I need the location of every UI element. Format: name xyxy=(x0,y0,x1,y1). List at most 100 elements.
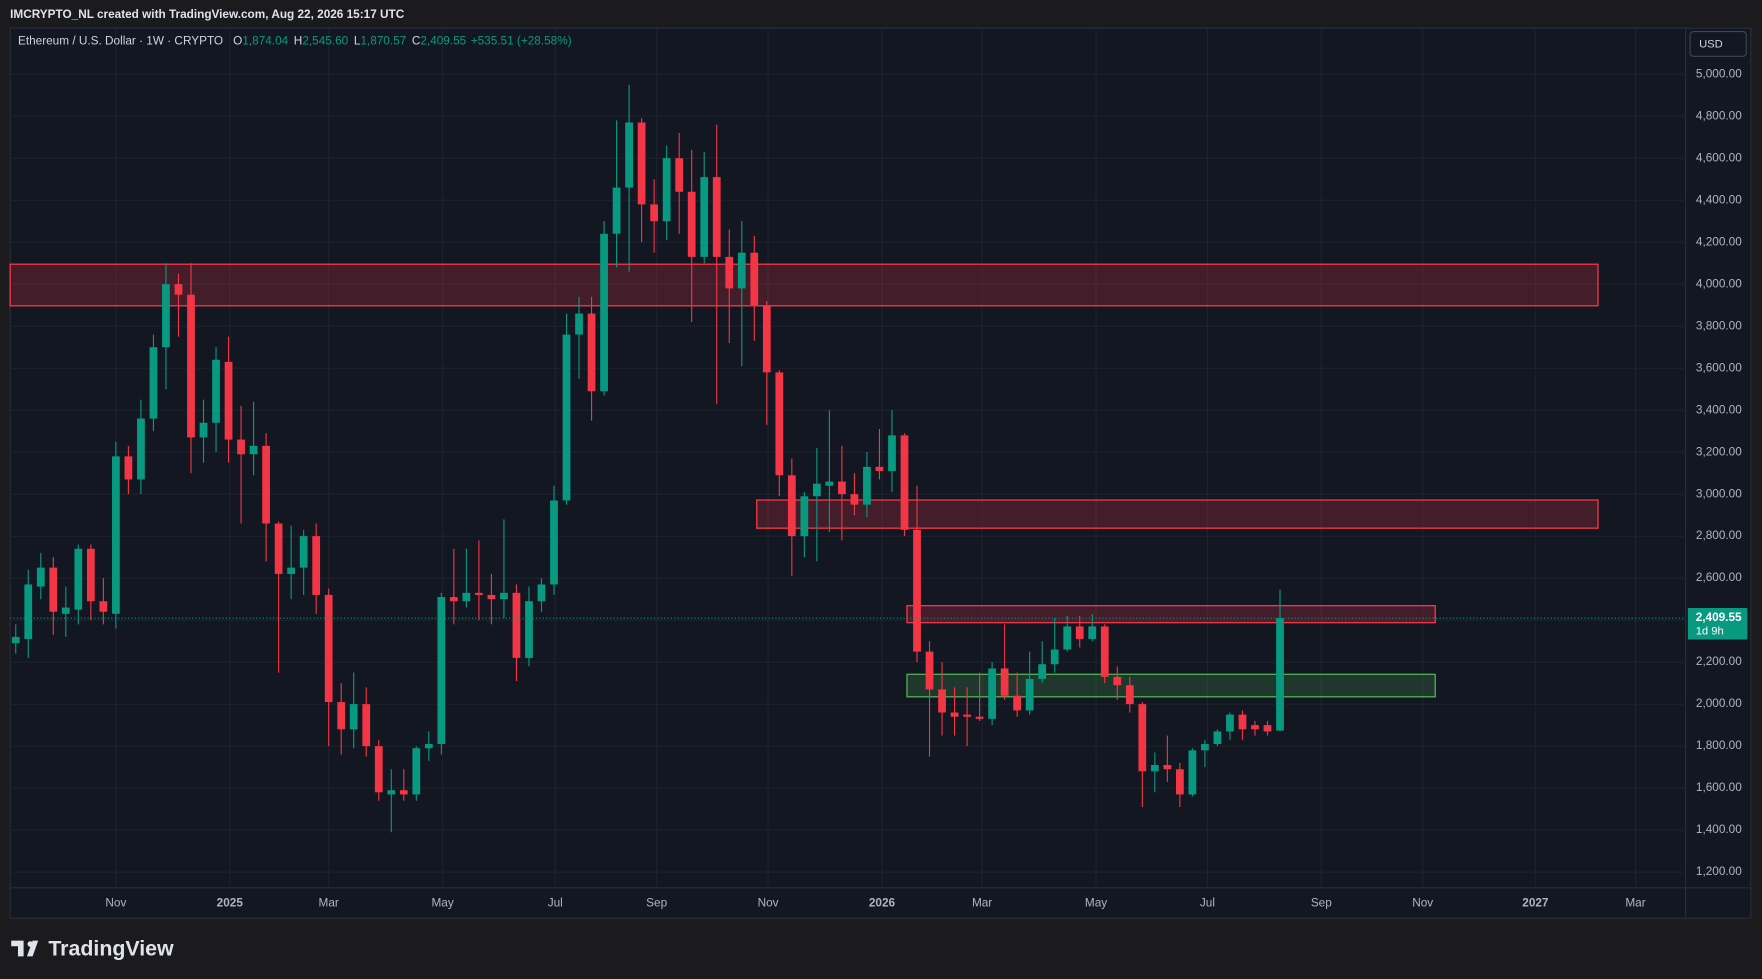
candle-body xyxy=(224,361,233,440)
y-tick-label: 3,800.00 xyxy=(1696,319,1742,332)
candle-body xyxy=(863,466,871,505)
candle-body xyxy=(124,456,133,480)
candle-body xyxy=(550,500,558,585)
x-tick-label: Mar xyxy=(1625,897,1645,910)
candle-body xyxy=(1050,649,1059,665)
candle-body xyxy=(36,567,45,587)
candle-body xyxy=(1251,725,1259,730)
last-price-label: 2,409.55 xyxy=(1696,611,1742,624)
candle-body xyxy=(500,592,508,600)
y-tick-label: 3,200.00 xyxy=(1696,445,1742,458)
candle-body xyxy=(600,233,608,392)
candle-body xyxy=(324,594,333,703)
candle-body xyxy=(312,536,321,595)
candle-body xyxy=(888,435,896,472)
candle-body xyxy=(625,122,633,188)
y-tick-label: 3,000.00 xyxy=(1696,487,1742,500)
candle-body xyxy=(988,668,996,719)
candle-body xyxy=(162,284,170,348)
symbol: Ethereum / U.S. Dollar · 1W · CRYPTO xyxy=(18,35,223,48)
ohlc-key: C xyxy=(412,35,421,48)
ohlc-value: 2,545.60 xyxy=(302,35,348,48)
candle-body xyxy=(49,567,58,612)
candle-body xyxy=(137,418,145,480)
candle-body xyxy=(913,529,921,652)
x-tick-label: Sep xyxy=(646,897,667,910)
candle-body xyxy=(1263,725,1272,732)
candle-body xyxy=(775,372,784,476)
candle-body xyxy=(1000,668,1009,696)
candle-body xyxy=(299,536,308,568)
candle-body xyxy=(362,704,371,747)
candle-body xyxy=(637,122,646,205)
candle-body xyxy=(900,435,909,530)
candle-body xyxy=(61,607,70,614)
candle-body xyxy=(1100,626,1109,677)
ohlc-value: 2,409.55 xyxy=(420,35,466,48)
candle-body xyxy=(449,597,458,602)
candle-body xyxy=(850,494,859,505)
candle-body xyxy=(1138,704,1147,772)
candle-body xyxy=(99,601,108,612)
candle-body xyxy=(787,475,796,537)
candle-body xyxy=(1175,769,1184,795)
ohlc-key: L xyxy=(354,35,361,48)
x-tick-label: Nov xyxy=(1412,897,1433,910)
y-tick-label: 2,000.00 xyxy=(1696,697,1742,710)
candle-body xyxy=(387,790,396,795)
zone xyxy=(906,673,1436,698)
candle-body xyxy=(925,651,934,690)
x-tick-label: Mar xyxy=(319,897,339,910)
y-tick-label: 1,400.00 xyxy=(1696,823,1742,836)
y-tick-label: 4,200.00 xyxy=(1696,235,1742,248)
ohlc-value: 1,870.57 xyxy=(360,35,406,48)
candle-body xyxy=(1088,626,1097,640)
plot xyxy=(9,28,1686,888)
currency-button[interactable] xyxy=(1689,31,1747,57)
candle-body xyxy=(737,252,746,289)
x-tick-label: 2026 xyxy=(869,897,896,910)
x-tick-label: 2027 xyxy=(1522,897,1549,910)
candle-body xyxy=(337,702,346,730)
x-tick-label: May xyxy=(431,897,453,910)
candle-body xyxy=(675,158,684,192)
candle-body xyxy=(587,313,596,392)
candle-body xyxy=(938,689,946,713)
candle-body xyxy=(437,597,446,745)
ohlc-value: 1,874.04 xyxy=(242,35,288,48)
change: +535.51 (+28.58%) xyxy=(471,35,572,48)
attribution: IMCRYPTO_NL created with TradingView.com… xyxy=(10,8,405,21)
y-tick-label: 2,600.00 xyxy=(1696,571,1742,584)
x-tick-label: May xyxy=(1085,897,1107,910)
y-tick-label: 1,600.00 xyxy=(1696,781,1742,794)
currency[interactable]: USD xyxy=(1699,38,1723,50)
y-tick-label: 2,200.00 xyxy=(1696,655,1742,668)
candle-body xyxy=(562,334,571,501)
candle-body xyxy=(412,748,421,795)
candle-body xyxy=(575,313,583,335)
candle-body xyxy=(700,177,709,257)
candle-body xyxy=(512,592,521,658)
candle-body xyxy=(86,548,95,602)
candle-body xyxy=(725,256,734,289)
candle-body xyxy=(712,177,721,257)
y-tick-label: 4,000.00 xyxy=(1696,277,1742,290)
logo-text: TradingView xyxy=(48,936,174,960)
x-tick-label: Mar xyxy=(972,897,992,910)
zone xyxy=(906,604,1436,624)
candle-body xyxy=(1063,626,1072,650)
candle-body xyxy=(762,305,771,373)
last-price-box xyxy=(1687,608,1748,640)
candle-body xyxy=(1150,765,1159,772)
chart-panel xyxy=(9,27,1752,919)
candle-body xyxy=(424,744,433,749)
candle-body xyxy=(249,445,258,455)
candle-body xyxy=(237,439,245,455)
y-tick-label: 1,200.00 xyxy=(1696,865,1742,878)
logo-dot xyxy=(27,941,34,947)
countdown: 1d 9h xyxy=(1696,626,1724,638)
logo: TradingView xyxy=(11,936,174,960)
candle-body xyxy=(650,204,659,222)
x-tick-label: Nov xyxy=(758,897,779,910)
candle-body xyxy=(525,601,533,658)
